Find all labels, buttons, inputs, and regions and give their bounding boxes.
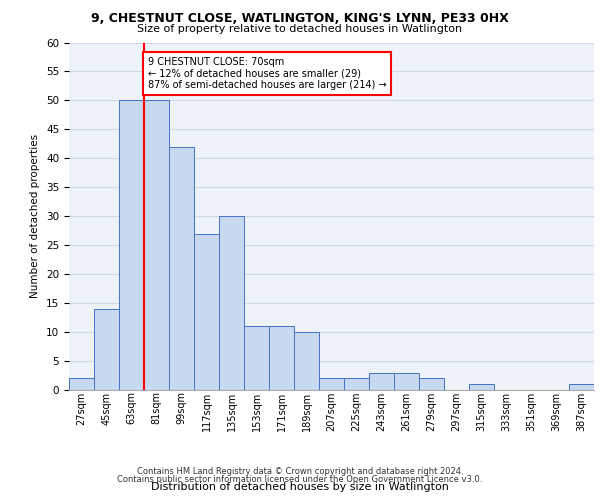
Text: Contains HM Land Registry data © Crown copyright and database right 2024.: Contains HM Land Registry data © Crown c… <box>137 467 463 476</box>
Bar <box>194 234 219 390</box>
Bar <box>469 384 494 390</box>
Bar <box>294 332 319 390</box>
Bar <box>419 378 444 390</box>
Bar <box>219 216 244 390</box>
Bar <box>344 378 369 390</box>
Text: 9 CHESTNUT CLOSE: 70sqm
← 12% of detached houses are smaller (29)
87% of semi-de: 9 CHESTNUT CLOSE: 70sqm ← 12% of detache… <box>148 57 386 90</box>
Y-axis label: Number of detached properties: Number of detached properties <box>31 134 40 298</box>
Bar <box>94 309 119 390</box>
Bar <box>244 326 269 390</box>
Bar <box>119 100 144 390</box>
Bar <box>394 372 419 390</box>
Bar <box>319 378 344 390</box>
Bar <box>144 100 169 390</box>
Bar <box>569 384 594 390</box>
Text: Size of property relative to detached houses in Watlington: Size of property relative to detached ho… <box>137 24 463 34</box>
Text: Contains public sector information licensed under the Open Government Licence v3: Contains public sector information licen… <box>118 475 482 484</box>
Bar <box>69 378 94 390</box>
Text: Distribution of detached houses by size in Watlington: Distribution of detached houses by size … <box>151 482 449 492</box>
Text: 9, CHESTNUT CLOSE, WATLINGTON, KING'S LYNN, PE33 0HX: 9, CHESTNUT CLOSE, WATLINGTON, KING'S LY… <box>91 12 509 26</box>
Bar <box>369 372 394 390</box>
Bar <box>169 147 194 390</box>
Bar <box>269 326 294 390</box>
